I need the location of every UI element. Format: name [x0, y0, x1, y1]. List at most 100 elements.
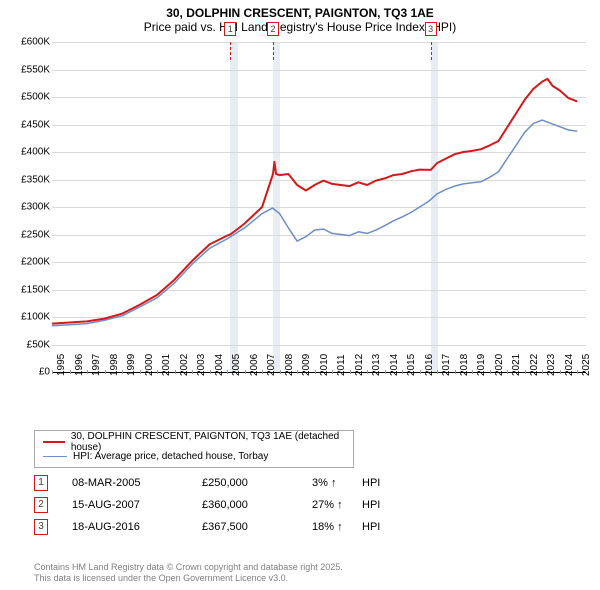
y-tick-label: £100K: [21, 312, 50, 323]
sale-marker-box: 2: [267, 22, 279, 36]
x-tick-mark: [227, 370, 228, 374]
sale-marker-dash: [230, 42, 231, 60]
y-tick-label: £250K: [21, 229, 50, 240]
x-tick-mark: [385, 370, 386, 374]
sale-pct: 18% ↑: [312, 521, 362, 533]
x-tick-label: 2019: [476, 354, 487, 376]
sale-row: 2 15-AUG-2007£360,00027% ↑HPI: [34, 494, 380, 516]
x-tick-label: 1997: [91, 354, 102, 376]
y-tick-label: £300K: [21, 202, 50, 213]
x-tick-label: 2008: [284, 354, 295, 376]
legend-swatch: [43, 441, 65, 443]
x-tick-mark: [507, 370, 508, 374]
x-tick-mark: [175, 370, 176, 374]
chart-subtitle: Price paid vs. HM Land Registry's House …: [0, 20, 600, 34]
x-tick-label: 2025: [581, 354, 592, 376]
sales-table: 108-MAR-2005£250,0003% ↑HPI215-AUG-2007£…: [34, 472, 380, 538]
sale-marker-dash: [273, 42, 274, 60]
x-tick-label: 2015: [406, 354, 417, 376]
sale-date: 15-AUG-2007: [72, 499, 202, 511]
footer-attribution: Contains HM Land Registry data © Crown c…: [34, 562, 343, 584]
x-tick-mark: [280, 370, 281, 374]
sale-marker-dash: [431, 42, 432, 60]
series-price_paid: [52, 79, 577, 324]
x-tick-mark: [105, 370, 106, 374]
sale-price: £360,000: [202, 499, 312, 511]
x-tick-mark: [560, 370, 561, 374]
chart-title: 30, DOLPHIN CRESCENT, PAIGNTON, TQ3 1AE: [0, 6, 600, 20]
x-tick-label: 2000: [144, 354, 155, 376]
sale-price: £367,500: [202, 521, 312, 533]
x-tick-mark: [122, 370, 123, 374]
x-tick-label: 2007: [266, 354, 277, 376]
footer-line1: Contains HM Land Registry data © Crown c…: [34, 562, 343, 573]
x-tick-mark: [437, 370, 438, 374]
y-tick-label: £50K: [27, 339, 50, 350]
x-tick-label: 2004: [214, 354, 225, 376]
x-tick-mark: [245, 370, 246, 374]
x-tick-label: 1996: [74, 354, 85, 376]
series-hpi: [52, 120, 577, 326]
sale-price: £250,000: [202, 477, 312, 489]
legend-item: 30, DOLPHIN CRESCENT, PAIGNTON, TQ3 1AE …: [43, 435, 345, 449]
legend: 30, DOLPHIN CRESCENT, PAIGNTON, TQ3 1AE …: [34, 430, 354, 468]
x-tick-mark: [472, 370, 473, 374]
x-axis: 1995199619971998199920002001200220032004…: [52, 374, 586, 430]
x-tick-mark: [140, 370, 141, 374]
x-tick-label: 2011: [336, 354, 347, 376]
x-tick-label: 2016: [424, 354, 435, 376]
x-tick-mark: [157, 370, 158, 374]
x-tick-label: 2018: [459, 354, 470, 376]
x-tick-label: 2021: [511, 354, 522, 376]
y-tick-label: £500K: [21, 92, 50, 103]
chart-container: £0 £50K £100K £150K £200K £250K £300K £350K £400…: [10, 42, 590, 430]
x-tick-label: 1995: [56, 354, 67, 376]
plot-area: 123: [52, 42, 586, 372]
y-tick-label: £600K: [21, 37, 50, 48]
sale-suffix: HPI: [362, 521, 380, 533]
sale-row-marker: 2: [34, 497, 48, 513]
x-tick-mark: [402, 370, 403, 374]
x-tick-label: 2020: [494, 354, 505, 376]
x-tick-mark: [262, 370, 263, 374]
sale-row-marker: 1: [34, 475, 48, 491]
x-tick-mark: [577, 370, 578, 374]
x-tick-mark: [315, 370, 316, 374]
x-tick-mark: [490, 370, 491, 374]
x-tick-mark: [455, 370, 456, 374]
x-tick-label: 2003: [196, 354, 207, 376]
x-tick-mark: [192, 370, 193, 374]
x-tick-label: 2006: [249, 354, 260, 376]
x-tick-mark: [70, 370, 71, 374]
x-tick-label: 2022: [529, 354, 540, 376]
y-tick-label: £200K: [21, 257, 50, 268]
y-tick-label: £350K: [21, 174, 50, 185]
x-tick-label: 2024: [564, 354, 575, 376]
y-tick-label: £0: [39, 367, 50, 378]
sale-date: 08-MAR-2005: [72, 477, 202, 489]
x-tick-mark: [542, 370, 543, 374]
x-tick-mark: [350, 370, 351, 374]
sale-row: 108-MAR-2005£250,0003% ↑HPI: [34, 472, 380, 494]
sale-suffix: HPI: [362, 499, 380, 511]
x-tick-mark: [297, 370, 298, 374]
line-series-svg: [52, 42, 586, 372]
x-tick-label: 1999: [126, 354, 137, 376]
x-tick-mark: [87, 370, 88, 374]
sale-row-marker: 3: [34, 519, 48, 535]
x-tick-label: 1998: [109, 354, 120, 376]
y-tick-label: £400K: [21, 147, 50, 158]
x-tick-label: 2005: [231, 354, 242, 376]
sale-pct: 27% ↑: [312, 499, 362, 511]
y-tick-label: £150K: [21, 284, 50, 295]
x-tick-mark: [420, 370, 421, 374]
y-tick-label: £450K: [21, 119, 50, 130]
x-tick-label: 2017: [441, 354, 452, 376]
x-tick-label: 2023: [546, 354, 557, 376]
x-tick-mark: [525, 370, 526, 374]
sale-pct: 3% ↑: [312, 477, 362, 489]
x-tick-label: 2014: [389, 354, 400, 376]
x-tick-mark: [52, 370, 53, 374]
x-tick-label: 2012: [354, 354, 365, 376]
y-axis: £0£50K£100K£150K£200K£250K£300K£350K£400…: [10, 42, 52, 372]
